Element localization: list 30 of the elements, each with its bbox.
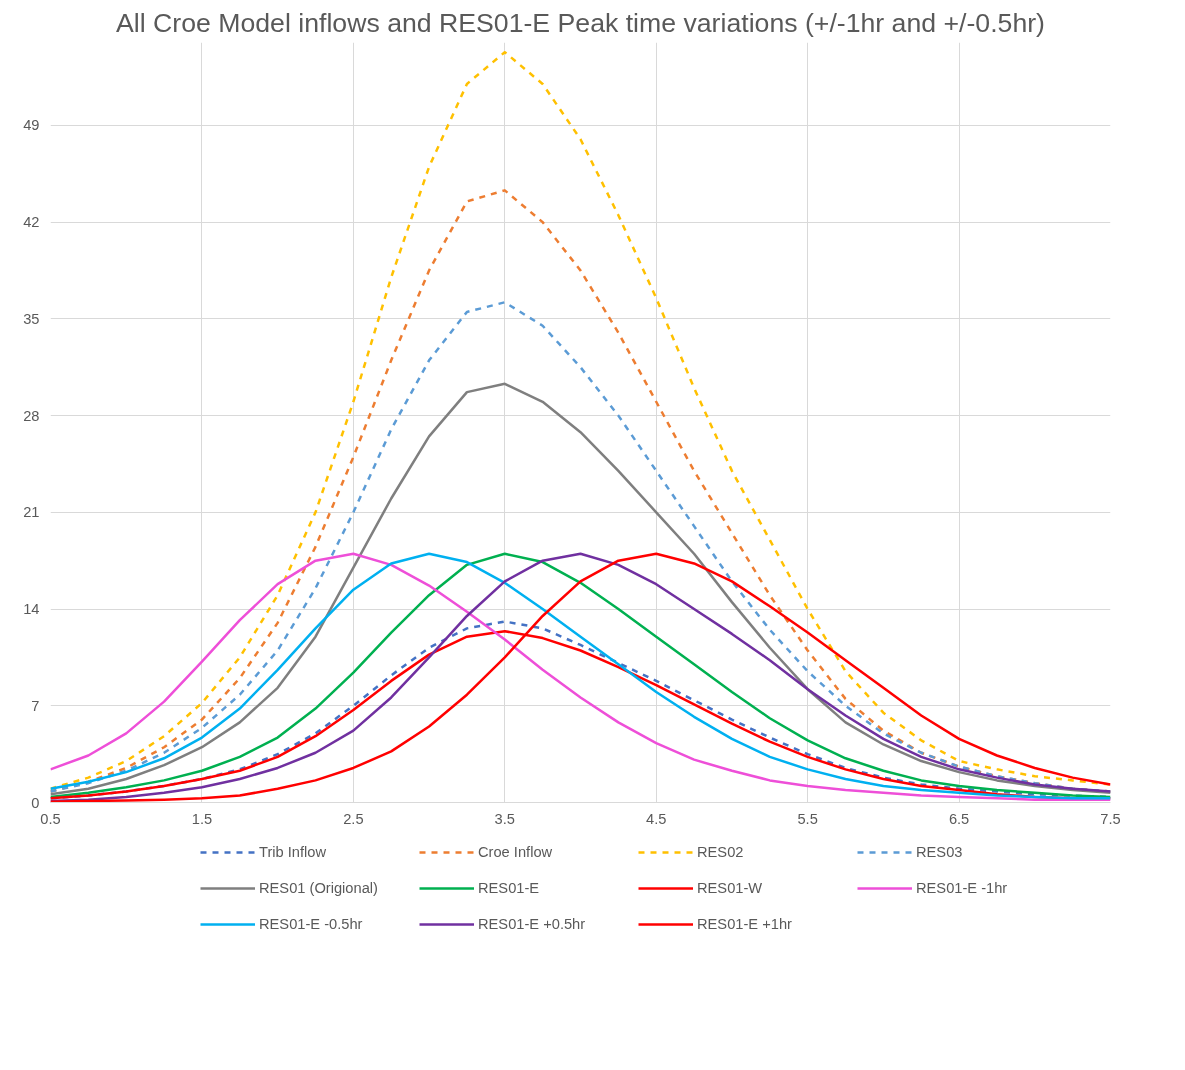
legend-label: RES01-E — [478, 880, 541, 896]
y-tick-label: 35 — [23, 310, 40, 327]
legend-label: RES02 — [697, 844, 745, 860]
y-tick-label: 0 — [31, 794, 40, 811]
line-series — [50, 382, 1111, 796]
y-tick-label: 14 — [23, 601, 40, 618]
chart-title: All Croe Model inflows and RES01-E Peak time variations (+/-1hr and +/-0.5hr) — [116, 7, 1045, 38]
y-tick-label: 49 — [23, 117, 40, 134]
x-tick-label: 0.5 — [40, 810, 61, 827]
x-tick-label: 7.5 — [1100, 810, 1121, 827]
legend-label: Trib Inflow — [259, 844, 328, 860]
x-tick-label: 2.5 — [343, 810, 364, 827]
x-tick-label: 4.5 — [646, 810, 667, 827]
y-tick-label: 21 — [23, 504, 40, 521]
x-tick-label: 6.5 — [948, 810, 970, 827]
legend-label: RES01-E -0.5hr — [259, 916, 364, 932]
y-tick-label: 7 — [31, 697, 40, 714]
x-tick-label: 1.5 — [191, 810, 213, 827]
legend-label: RES03 — [916, 844, 964, 860]
line-series — [50, 50, 1111, 790]
y-tick-label: 28 — [23, 407, 40, 424]
legend-label: RES01-E -1hr — [916, 880, 1009, 896]
legend-label: RES01-E +1hr — [697, 916, 793, 932]
legend-label: RES01 (Origional) — [259, 880, 379, 896]
legend-label: RES01-W — [697, 880, 764, 896]
legend-label: RES01-E +0.5hr — [478, 916, 587, 932]
x-tick-label: 3.5 — [494, 810, 515, 827]
x-tick-label: 5.5 — [797, 810, 818, 827]
y-tick-label: 42 — [23, 214, 40, 231]
legend-label: Croe Inflow — [478, 844, 554, 860]
